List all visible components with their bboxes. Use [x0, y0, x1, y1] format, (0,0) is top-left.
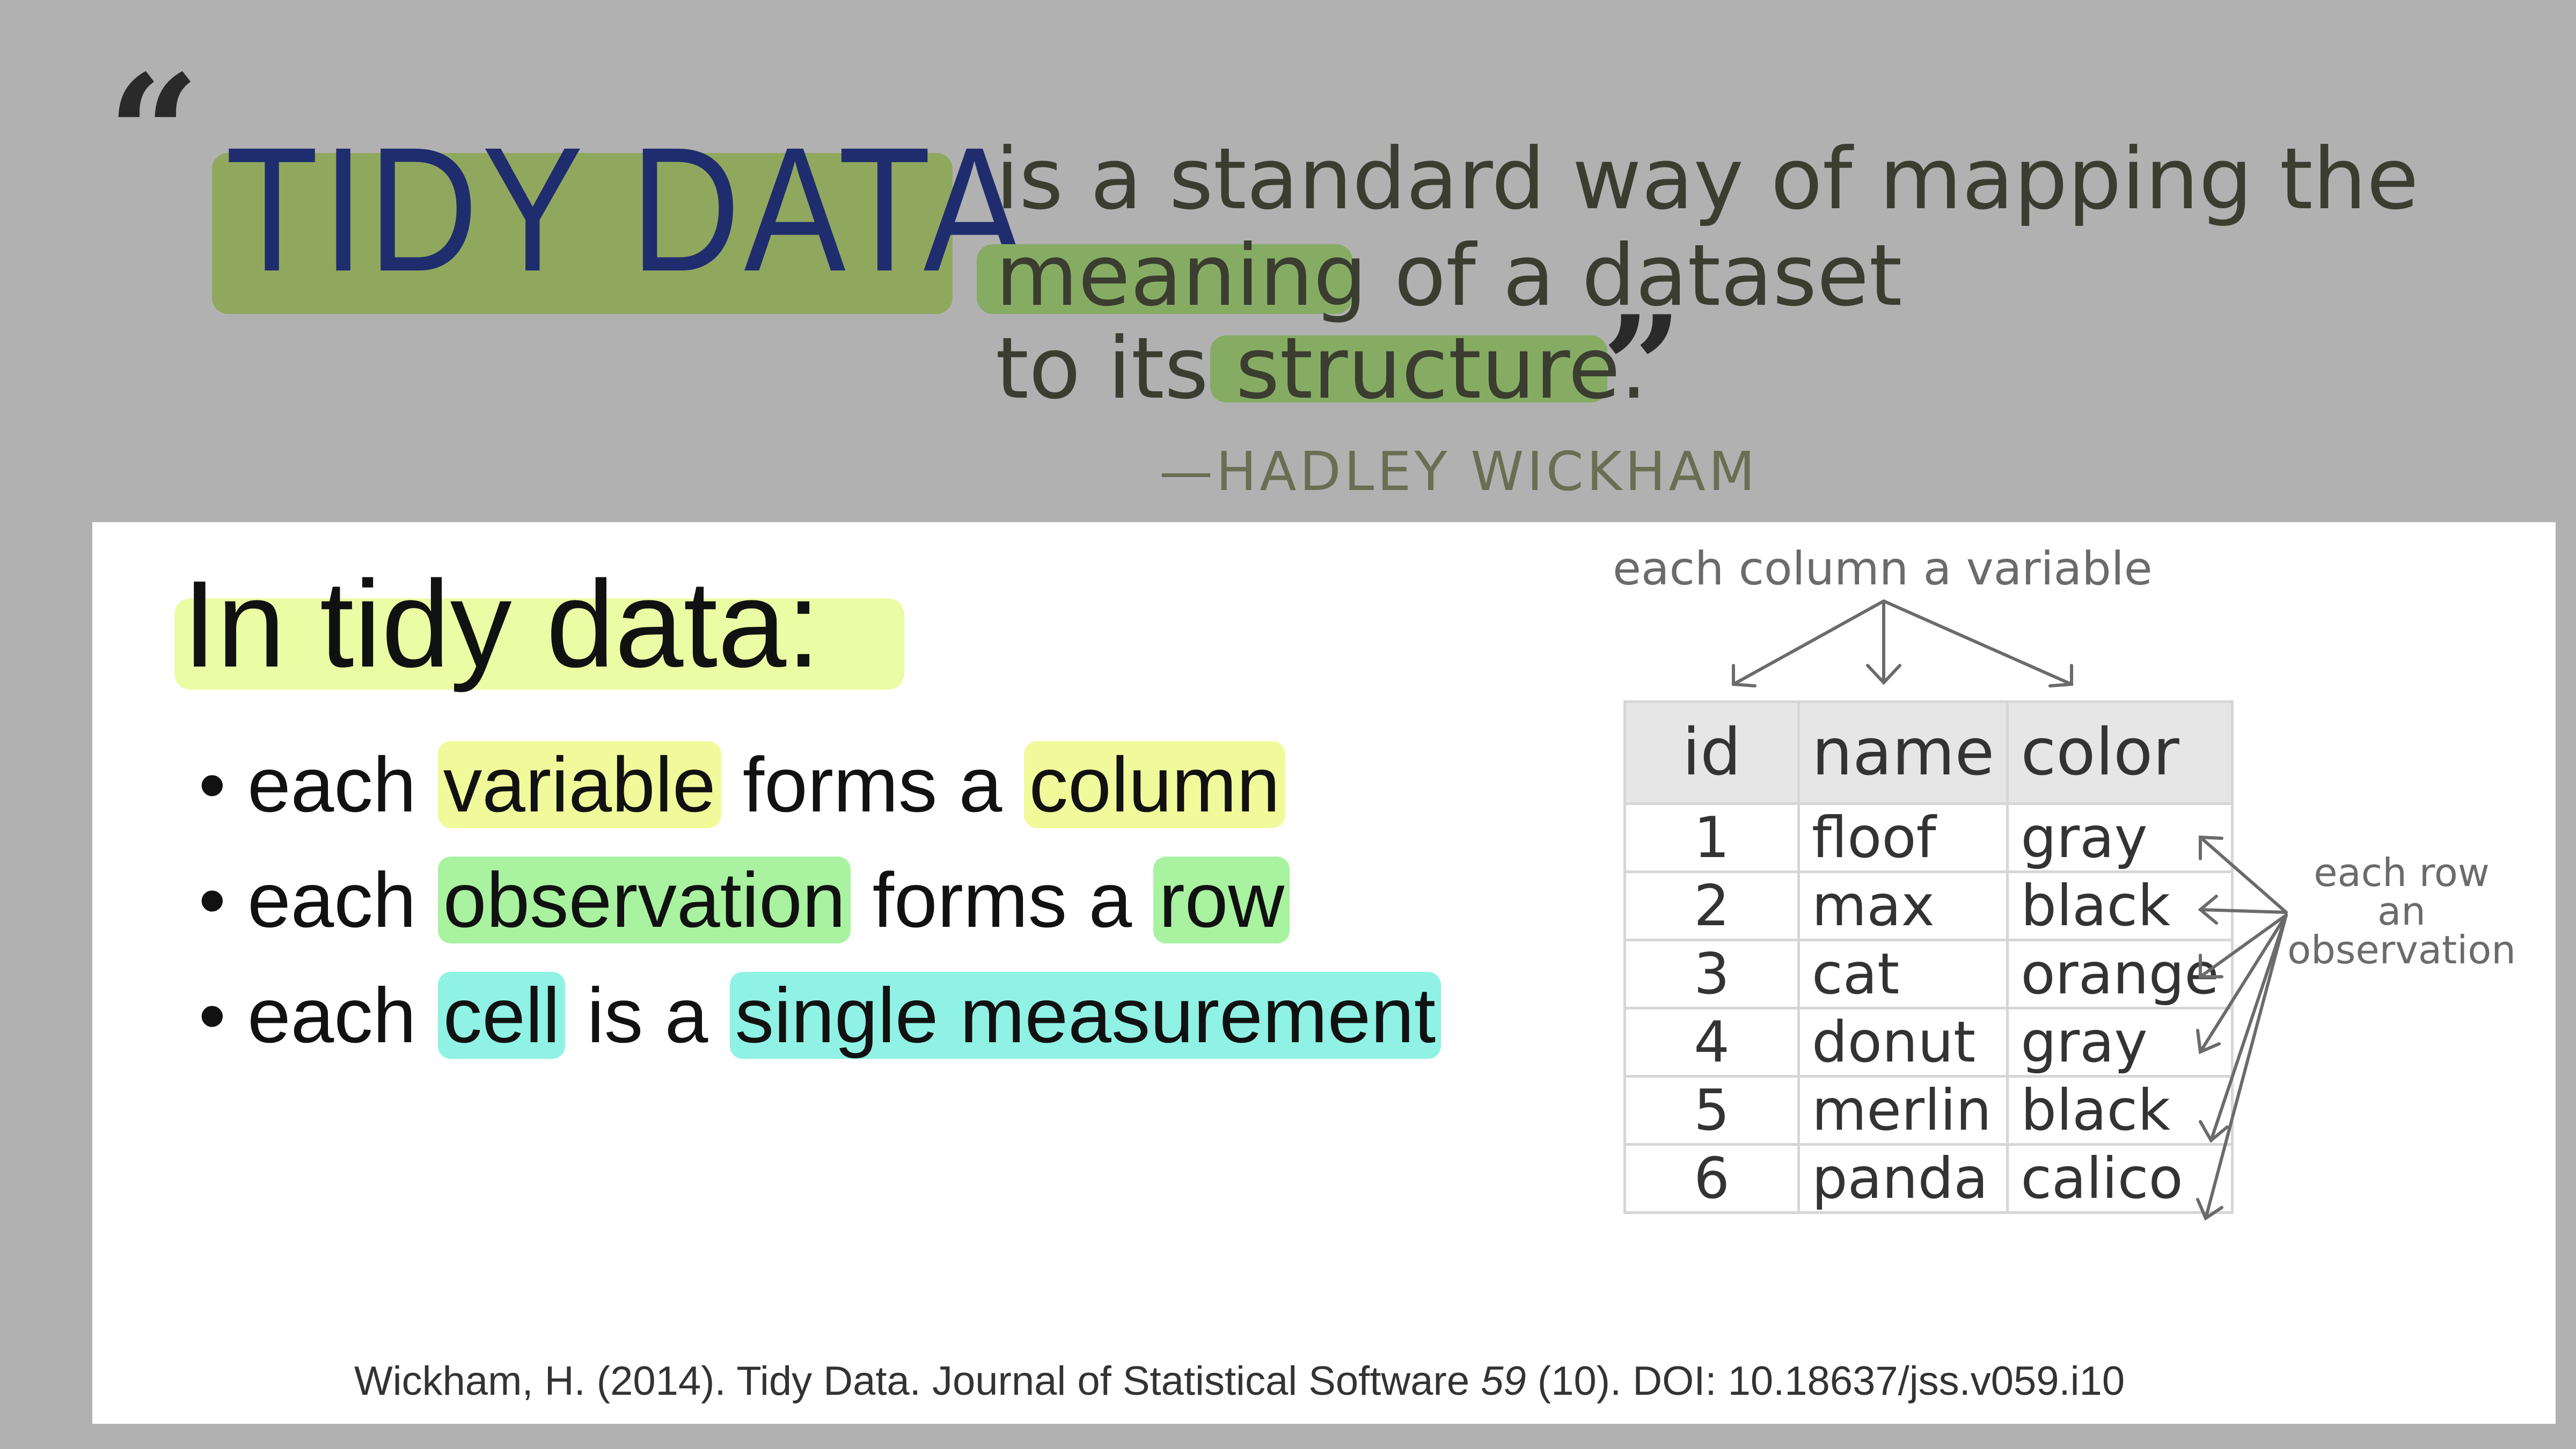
quote-structure-word: structure — [1235, 319, 1621, 418]
cell-color: orange — [2006, 939, 2234, 1009]
rule-3-pre: each — [247, 972, 438, 1059]
rule-cell-measurement: • each cell is a single measurement — [199, 972, 1441, 1059]
tidy-data-title: TIDY DATA — [225, 110, 1029, 308]
bullet-icon: • — [199, 741, 248, 828]
rule-observation-row: • each observation forms a row — [199, 857, 1290, 943]
row-annotation: each row an observation — [2281, 853, 2522, 969]
intro-title: In tidy data: — [182, 555, 821, 693]
row-arrows-icon — [2196, 835, 2288, 1221]
table-header-row: id name color — [1623, 700, 2234, 805]
cell-name: donut — [1797, 1007, 2009, 1078]
quote-line-2-rest: of a dataset — [1367, 226, 1902, 325]
row-annotation-line-2: an — [2377, 889, 2426, 934]
intro-title-highlight — [174, 598, 904, 690]
citation-pre: Wickham, H. (2014). Tidy Data. Journal o… — [354, 1358, 1481, 1404]
cell-name: max — [1797, 870, 2009, 941]
cell-name: merlin — [1797, 1075, 2009, 1146]
cell-color: gray — [2006, 802, 2234, 873]
cell-id: 3 — [1623, 939, 1800, 1009]
row-annotation-line-1: each row — [2314, 850, 2490, 895]
structure-highlight — [1210, 335, 1607, 402]
table-row: 5 merlin black — [1623, 1075, 2234, 1146]
quote-line-1-text: is a standard way of mapping the — [996, 130, 2419, 229]
cell-name: panda — [1797, 1143, 2009, 1214]
column-annotation: each column a variable — [1613, 542, 2153, 596]
rule-3-cell: cell — [437, 972, 566, 1059]
citation: Wickham, H. (2014). Tidy Data. Journal o… — [354, 1358, 2125, 1404]
cell-color: black — [2006, 1075, 2234, 1146]
rule-1-mid: forms a — [721, 741, 1024, 828]
cell-id: 1 — [1623, 802, 1800, 873]
citation-post: (10). DOI: 10.18637/jss.v059.i10 — [1526, 1358, 2125, 1404]
bullet-icon: • — [199, 857, 248, 943]
cell-name: cat — [1797, 939, 2009, 1009]
rule-1-pre: each — [247, 741, 438, 828]
header-id: id — [1623, 700, 1800, 805]
quote-line-3-start: to its — [996, 319, 1236, 418]
rule-variable-column: • each variable forms a column — [199, 741, 1286, 828]
table-row: 1 floof gray — [1623, 802, 2234, 873]
quote-author: —HADLEY WICKHAM — [1159, 440, 1759, 503]
rule-1-variable: variable — [437, 741, 721, 828]
rule-3-single-measurement: single measurement — [729, 972, 1441, 1059]
bullet-icon: • — [199, 972, 248, 1059]
header-name: name — [1797, 700, 2009, 805]
rule-1-column: column — [1023, 741, 1286, 828]
cell-id: 2 — [1623, 870, 1800, 941]
table-row: 2 max black — [1623, 870, 2234, 941]
quote-line-1: is a standard way of mapping the — [996, 137, 2419, 222]
table-row: 6 panda calico — [1623, 1143, 2234, 1214]
rule-3-mid: is a — [565, 972, 730, 1059]
rule-2-pre: each — [247, 857, 438, 943]
meaning-highlight — [977, 244, 1352, 314]
quote-line-3-end: . — [1620, 319, 1648, 418]
cell-id: 4 — [1623, 1007, 1800, 1078]
tidy-data-table: id name color 1 floof gray 2 max black 3… — [1623, 700, 2234, 1214]
cell-color: gray — [2006, 1007, 2234, 1078]
quote-line-2: meaning of a dataset — [996, 233, 1902, 318]
open-quote-icon: “ — [107, 39, 200, 229]
header-color: color — [2006, 700, 2234, 805]
quote-line-3: to its structure. — [996, 326, 1648, 411]
cell-name: floof — [1797, 802, 2009, 873]
citation-volume: 59 — [1481, 1358, 1526, 1404]
table-row: 4 donut gray — [1623, 1007, 2234, 1078]
cell-color: calico — [2006, 1143, 2234, 1214]
rule-2-row: row — [1153, 857, 1290, 943]
row-annotation-line-3: observation — [2287, 927, 2516, 972]
table-row: 3 cat orange — [1623, 939, 2234, 1009]
title-highlight — [212, 153, 953, 314]
cell-id: 6 — [1623, 1143, 1800, 1214]
rule-2-observation: observation — [437, 857, 851, 943]
quote-meaning-word: meaning — [996, 226, 1367, 325]
cell-color: black — [2006, 870, 2234, 941]
column-arrows-icon — [1732, 599, 2073, 687]
close-quote-icon: ” — [1602, 286, 1682, 449]
rule-2-mid: forms a — [851, 857, 1154, 943]
cell-id: 5 — [1623, 1075, 1800, 1146]
